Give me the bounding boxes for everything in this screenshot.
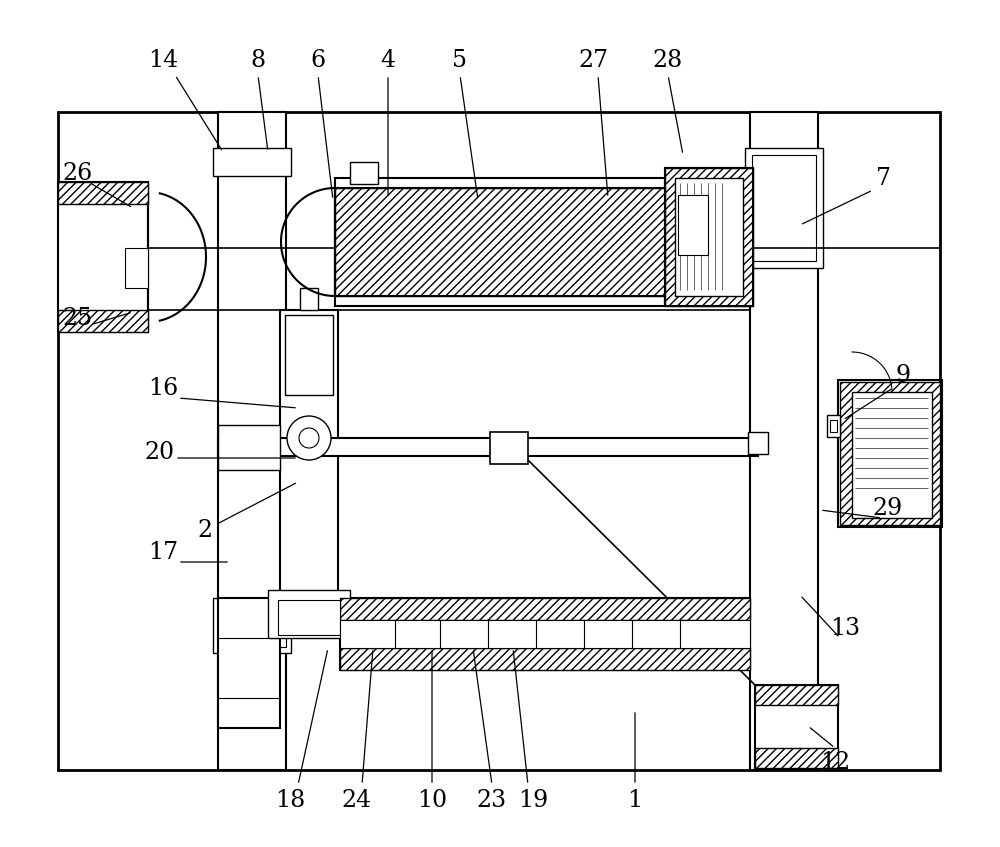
Text: 10: 10 [417, 789, 447, 811]
Bar [755, 685, 838, 705]
Bar [838, 380, 942, 527]
Bar [218, 438, 758, 456]
Bar [218, 425, 280, 470]
Bar [278, 600, 340, 635]
Bar [218, 605, 286, 647]
Bar [340, 648, 750, 670]
Bar [665, 168, 753, 306]
Bar [350, 162, 378, 184]
Bar [335, 188, 665, 296]
Bar [827, 415, 840, 437]
Text: 23: 23 [477, 789, 507, 811]
Bar [58, 182, 148, 204]
Text: 29: 29 [873, 496, 903, 519]
Text: 5: 5 [452, 48, 468, 71]
Bar [125, 248, 148, 288]
Text: 1: 1 [627, 789, 643, 811]
Text: 27: 27 [578, 48, 608, 71]
Bar [665, 168, 753, 306]
Bar [750, 112, 818, 770]
Text: 24: 24 [342, 789, 372, 811]
Text: 18: 18 [275, 789, 305, 811]
Bar [268, 590, 350, 638]
Bar [665, 168, 753, 306]
Bar [748, 432, 768, 454]
Text: 20: 20 [145, 440, 175, 463]
Bar [58, 112, 940, 770]
Bar [840, 382, 940, 525]
Bar [340, 598, 750, 620]
Text: 6: 6 [310, 48, 326, 71]
Bar [340, 598, 750, 670]
Text: 4: 4 [380, 48, 396, 71]
Bar [752, 155, 816, 261]
Text: 16: 16 [148, 377, 178, 400]
Bar [678, 195, 708, 255]
Bar [213, 598, 291, 653]
Bar [300, 288, 318, 310]
Bar [280, 310, 338, 605]
Text: 7: 7 [876, 167, 891, 190]
Text: 12: 12 [820, 750, 850, 773]
Bar [213, 148, 291, 176]
Text: 9: 9 [895, 363, 911, 386]
Bar [335, 188, 665, 296]
Bar [218, 112, 286, 770]
Text: 2: 2 [197, 518, 213, 541]
Text: 14: 14 [148, 48, 178, 71]
Bar [218, 598, 280, 728]
Bar [745, 148, 823, 268]
Bar [340, 620, 750, 648]
Bar [830, 420, 837, 432]
Text: 17: 17 [148, 540, 178, 563]
Text: 8: 8 [250, 48, 266, 71]
Text: 19: 19 [518, 789, 548, 811]
Bar [675, 178, 743, 296]
Bar [490, 432, 528, 464]
Bar [755, 748, 838, 768]
Circle shape [299, 428, 319, 448]
Bar [58, 310, 148, 332]
Bar [58, 182, 148, 332]
Text: 25: 25 [63, 307, 93, 329]
Bar [335, 178, 665, 306]
Bar [852, 392, 932, 518]
Text: 13: 13 [830, 617, 860, 639]
Bar [285, 315, 333, 395]
Circle shape [287, 416, 331, 460]
Text: 26: 26 [63, 162, 93, 185]
Text: 28: 28 [653, 48, 683, 71]
Bar [755, 685, 838, 768]
